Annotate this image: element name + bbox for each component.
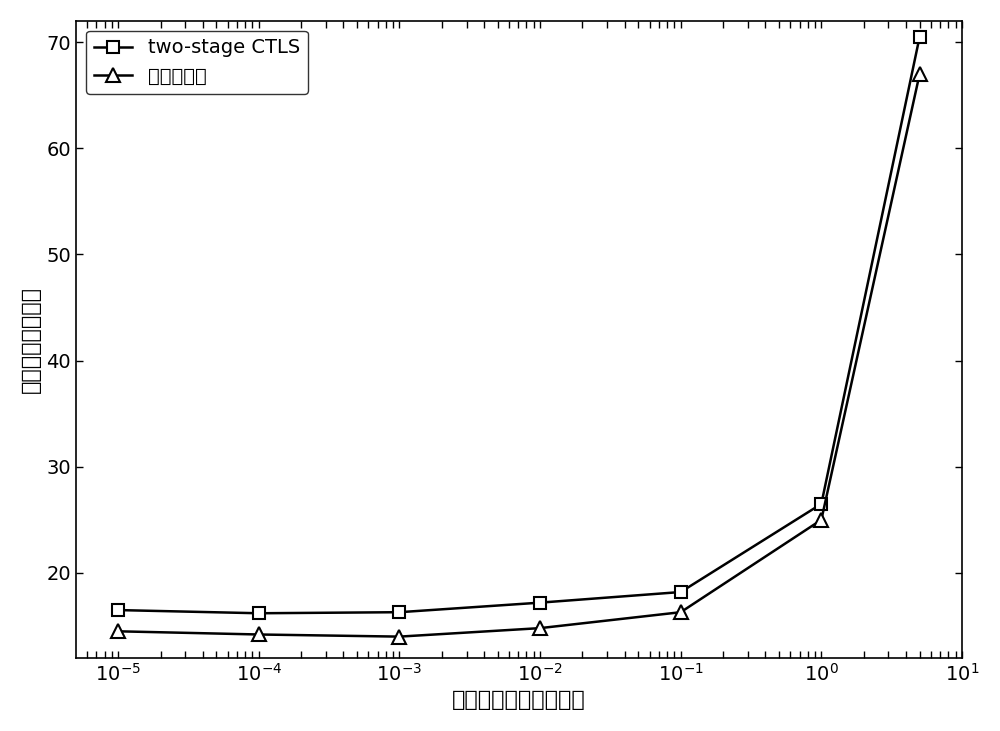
Line: 本发明方法: 本发明方法 (111, 67, 927, 643)
本发明方法 (815, 515, 827, 524)
本发明方法 (675, 607, 687, 616)
Legend: two-stage CTLS, 本发明方法: two-stage CTLS, 本发明方法 (86, 31, 308, 94)
本发明方法 (914, 69, 926, 78)
two-stage CTLS (675, 588, 687, 596)
two-stage CTLS (253, 609, 265, 618)
本发明方法 (393, 632, 405, 641)
two-stage CTLS (112, 606, 124, 615)
X-axis label: 观测站位置误差（米）: 观测站位置误差（米） (452, 690, 586, 711)
two-stage CTLS (914, 32, 926, 41)
two-stage CTLS (393, 607, 405, 616)
Y-axis label: 均方根误差（米）: 均方根误差（米） (21, 286, 41, 393)
本发明方法 (253, 630, 265, 639)
two-stage CTLS (815, 499, 827, 508)
two-stage CTLS (534, 598, 546, 607)
本发明方法 (534, 624, 546, 632)
本发明方法 (112, 627, 124, 636)
Line: two-stage CTLS: two-stage CTLS (112, 31, 926, 619)
